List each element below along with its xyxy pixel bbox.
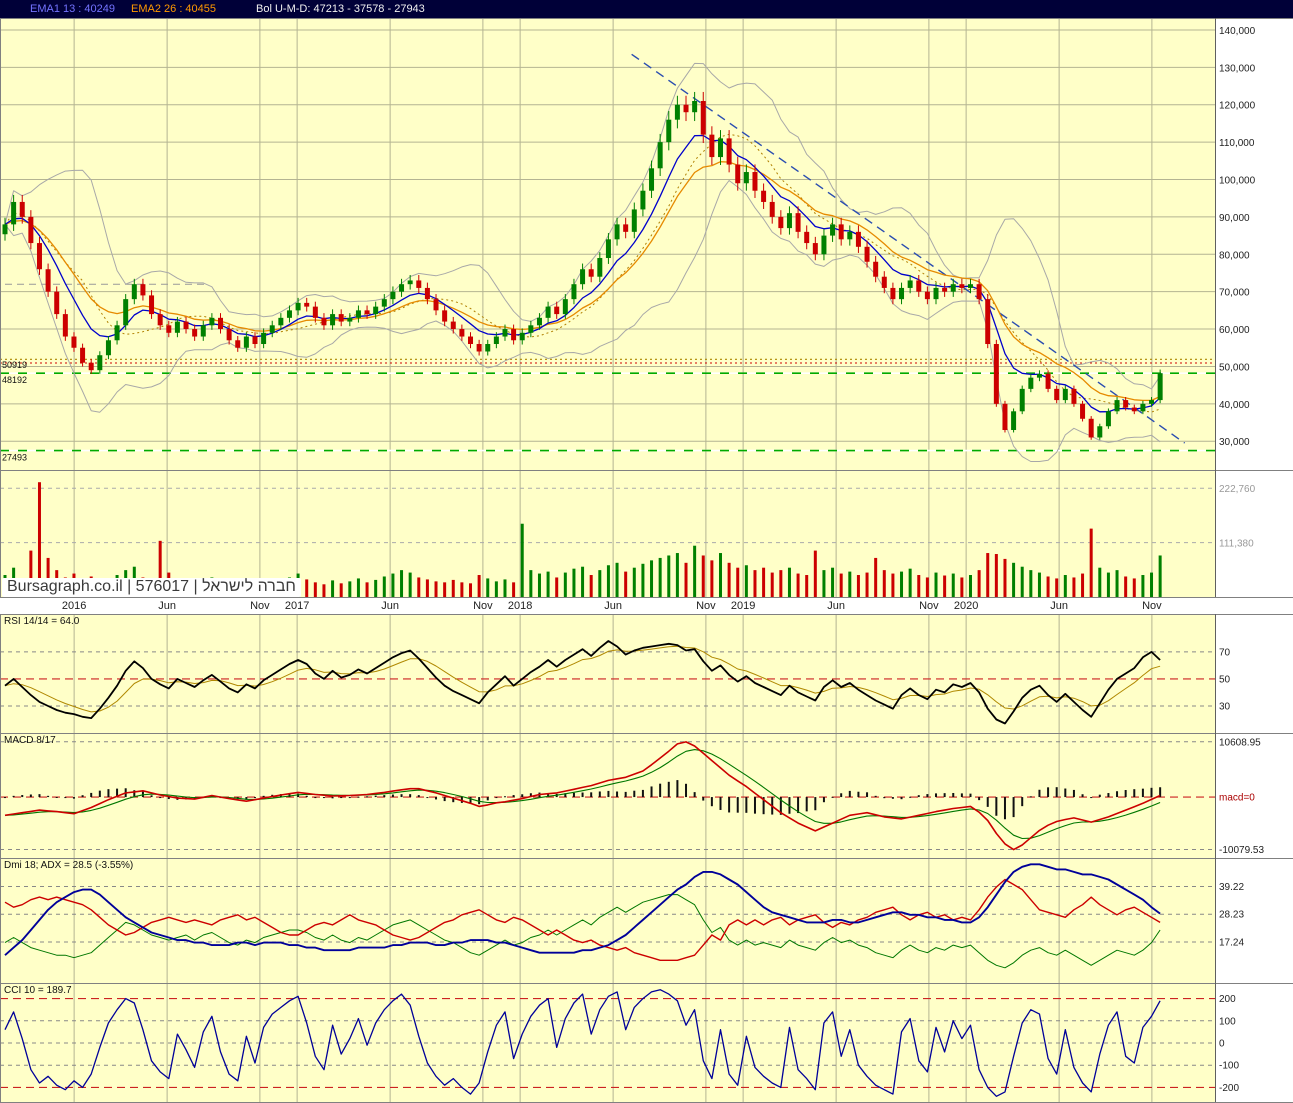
rsi-canvas: 70 50 30 xyxy=(0,614,1293,733)
rsi-title: RSI 14/14 = 64.0 xyxy=(4,616,80,627)
svg-text:17.24: 17.24 xyxy=(1219,937,1244,948)
indicator-header-bar: EMA1 13 : 40249 EMA2 26 : 40455 Bol U-M-… xyxy=(0,0,1293,18)
svg-text:Jun: Jun xyxy=(827,600,845,612)
dmi-canvas: 39.22 28.23 17.24 xyxy=(0,858,1293,983)
dmi-title: Dmi 18; ADX = 28.5 (-3.55%) xyxy=(4,860,134,871)
svg-text:28.23: 28.23 xyxy=(1219,910,1244,921)
price-chart-panel[interactable]: 140,000 130,000 120,000 110,000 100,000 90,00… xyxy=(0,18,1293,470)
macd-canvas: 10608.95 macd=0 -10079.53 xyxy=(0,733,1293,858)
macd-panel[interactable]: 10608.95 macd=0 -10079.53 xyxy=(0,733,1293,858)
svg-text:Nov: Nov xyxy=(250,600,270,612)
svg-text:0: 0 xyxy=(1219,1039,1225,1050)
price-chart-canvas: 140,000 130,000 120,000 110,000 100,000 90,00… xyxy=(0,18,1293,470)
svg-text:100,000: 100,000 xyxy=(1219,176,1256,187)
rsi-panel[interactable]: 70 50 30 xyxy=(0,614,1293,733)
svg-text:Jun: Jun xyxy=(1050,600,1068,612)
svg-text:39.22: 39.22 xyxy=(1219,882,1244,893)
svg-text:-200: -200 xyxy=(1219,1083,1239,1094)
svg-text:2020: 2020 xyxy=(954,600,978,612)
cci-title: CCI 10 = 189.7 xyxy=(4,985,72,996)
svg-text:130,000: 130,000 xyxy=(1219,63,1256,74)
svg-text:2016: 2016 xyxy=(62,600,86,612)
svg-text:Nov: Nov xyxy=(1142,600,1162,612)
svg-text:48192: 48192 xyxy=(2,375,27,385)
svg-text:2018: 2018 xyxy=(508,600,532,612)
cci-canvas: 200 100 0 -100 -200 xyxy=(0,983,1293,1103)
svg-text:50,000: 50,000 xyxy=(1219,362,1250,373)
svg-text:27493: 27493 xyxy=(2,453,27,463)
svg-text:110,000: 110,000 xyxy=(1219,138,1255,149)
svg-text:70: 70 xyxy=(1219,647,1231,658)
ema2-value-label: EMA2 26 : 40455 xyxy=(131,3,217,15)
dmi-panel[interactable]: 39.22 28.23 17.24 xyxy=(0,858,1293,983)
svg-text:2017: 2017 xyxy=(285,600,309,612)
svg-text:100: 100 xyxy=(1219,1016,1236,1027)
ema1-value-label: EMA1 13 : 40249 xyxy=(30,3,116,15)
cci-panel[interactable]: 200 100 0 -100 -200 xyxy=(0,983,1293,1103)
svg-text:60,000: 60,000 xyxy=(1219,325,1250,336)
svg-text:2019: 2019 xyxy=(731,600,755,612)
svg-text:-10079.53: -10079.53 xyxy=(1219,845,1264,856)
svg-text:120,000: 120,000 xyxy=(1219,101,1256,112)
svg-text:50: 50 xyxy=(1219,674,1231,685)
svg-text:222,760: 222,760 xyxy=(1219,484,1256,495)
svg-text:Nov: Nov xyxy=(473,600,493,612)
svg-text:200: 200 xyxy=(1219,994,1236,1005)
svg-text:140,000: 140,000 xyxy=(1219,26,1256,37)
svg-text:Jun: Jun xyxy=(158,600,176,612)
svg-text:Jun: Jun xyxy=(604,600,622,612)
svg-text:80,000: 80,000 xyxy=(1219,250,1250,261)
svg-text:50919: 50919 xyxy=(2,360,27,370)
volume-canvas: 222,760 111,380 xyxy=(0,470,1293,597)
time-axis: 2016 Jun Nov 2017 Jun Nov 2018 Jun Nov 2019 Jun Nov… xyxy=(0,597,1293,614)
volume-panel[interactable]: 222,760 111,380 xyxy=(0,470,1293,597)
svg-text:30: 30 xyxy=(1219,701,1231,712)
svg-text:-100: -100 xyxy=(1219,1061,1239,1072)
svg-text:Nov: Nov xyxy=(919,600,939,612)
svg-text:40,000: 40,000 xyxy=(1219,400,1250,411)
svg-text:10608.95: 10608.95 xyxy=(1219,737,1261,748)
time-axis-canvas: 2016 Jun Nov 2017 Jun Nov 2018 Jun Nov 2019 Jun Nov… xyxy=(0,597,1293,614)
bollinger-values-label: Bol U-M-D: 47213 - 37578 - 27943 xyxy=(256,3,425,15)
svg-text:70,000: 70,000 xyxy=(1219,288,1250,299)
svg-text:Jun: Jun xyxy=(381,600,399,612)
svg-text:Nov: Nov xyxy=(696,600,716,612)
macd-title: MACD 8/17 xyxy=(4,735,56,746)
watermark: Bursagraph.co.il | 576017 | חברה לישראל xyxy=(2,578,301,597)
svg-text:30,000: 30,000 xyxy=(1219,437,1250,448)
svg-text:111,380: 111,380 xyxy=(1219,539,1254,550)
svg-text:macd=0: macd=0 xyxy=(1219,793,1255,804)
svg-text:90,000: 90,000 xyxy=(1219,213,1250,224)
